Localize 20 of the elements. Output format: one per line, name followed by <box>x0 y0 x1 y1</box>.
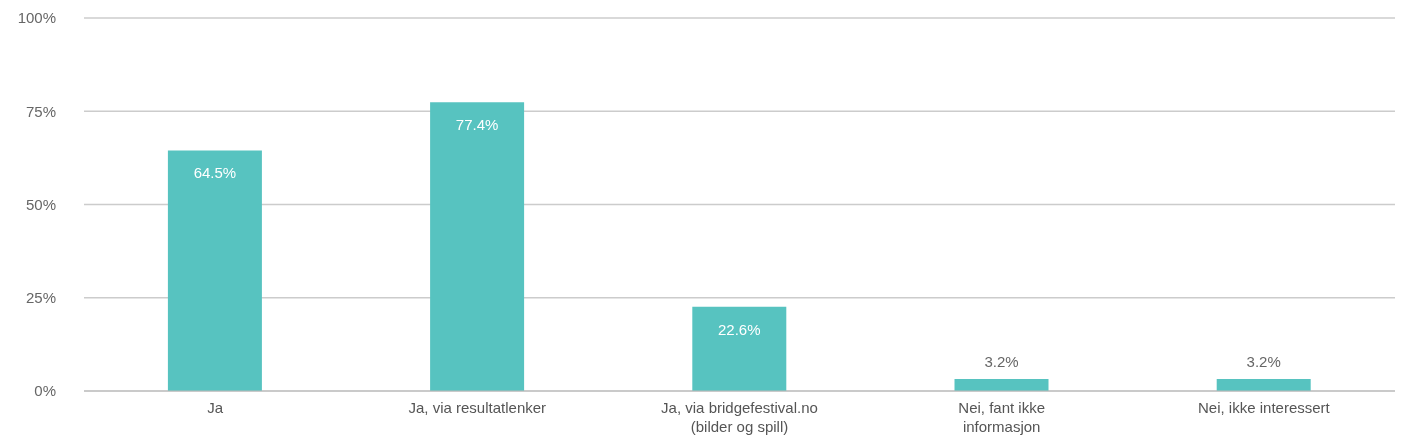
bar <box>430 102 525 391</box>
data-label: 3.2% <box>1246 353 1281 371</box>
bar <box>1216 379 1311 391</box>
x-tick-label: Ja, via bridgefestival.no (bilder og spill) <box>661 399 818 435</box>
data-label: 77.4% <box>455 116 499 134</box>
data-label: 22.6% <box>718 320 761 338</box>
y-tick-label: 50% <box>25 195 56 213</box>
bar <box>167 150 262 391</box>
y-tick-label: 100% <box>17 9 56 27</box>
y-tick-label: 0% <box>34 382 56 400</box>
x-tick-label: Nei, ikke interessert <box>1198 399 1331 416</box>
x-tick-label: Ja, via resultatlenker <box>408 399 547 416</box>
data-label: 3.2% <box>984 353 1019 371</box>
x-tick-label: Ja <box>207 399 224 416</box>
bar <box>954 379 1049 391</box>
bar <box>692 306 787 391</box>
y-tick-label: 25% <box>25 289 56 307</box>
y-tick-label: 75% <box>25 102 56 120</box>
data-label: 64.5% <box>193 164 237 182</box>
x-tick-label: Nei, fant ikke informasjon <box>958 399 1046 435</box>
